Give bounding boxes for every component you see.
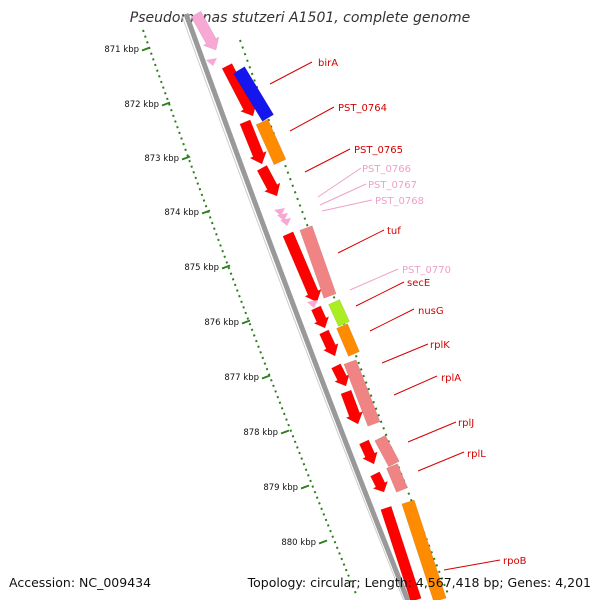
- gene-label-pst_0764: PST_0764: [338, 103, 387, 114]
- gene-feature: [336, 323, 360, 357]
- scale-major-tick: [161, 101, 171, 107]
- gene-label-leader: [369, 308, 415, 332]
- scale-label: 871 kbp: [104, 45, 139, 55]
- gene-label-leader: [269, 61, 313, 85]
- gene-label-leader: [304, 148, 351, 173]
- gene-label-leader: [317, 167, 362, 198]
- scale-major-tick: [201, 209, 211, 215]
- gene-label-leader: [381, 343, 429, 364]
- genome-stats-text: Topology: circular; Length: 4,567,418 bp…: [247, 575, 591, 590]
- scale-major-tick: [318, 539, 328, 545]
- gene-feature: [221, 63, 257, 117]
- trna-feature: [307, 300, 318, 308]
- gene-feature: [340, 389, 364, 425]
- backbone-arc: [183, 13, 411, 600]
- map-title: Pseudomonas stutzeri A1501, complete gen…: [129, 10, 471, 26]
- gene-label-leader: [289, 106, 335, 132]
- gene-feature: [282, 231, 322, 303]
- scale-major-tick: [221, 264, 231, 270]
- trna-feature: [274, 208, 285, 216]
- gene-label-leader: [319, 183, 367, 206]
- gene-label-leader: [407, 421, 457, 443]
- scale-label: 875 kbp: [184, 263, 219, 273]
- trna-feature: [277, 213, 288, 221]
- gene-label-pst_0766: PST_0766: [362, 164, 411, 175]
- scale-label: 877 kbp: [224, 373, 259, 383]
- scale-major-tick: [300, 484, 310, 490]
- gene-feature: [359, 439, 378, 465]
- gene-label-rpla: rplA: [441, 373, 461, 384]
- gene-label-leader: [337, 229, 385, 254]
- scale-ring: 871 kbp 872 kbp 873 kbp 874 kbp 875 kbp 876 k…: [104, 29, 449, 595]
- scale-major-tick: [261, 374, 271, 380]
- gene-label-rpll: rplL: [467, 449, 486, 460]
- gene-label-leader: [443, 559, 501, 571]
- gene-feature: [401, 499, 447, 600]
- gene-label-tuf: tuf: [387, 226, 401, 237]
- gene-feature: [255, 118, 287, 166]
- gene-label-leader: [393, 375, 438, 396]
- gene-feature: [386, 463, 408, 493]
- scale-label: 872 kbp: [124, 100, 159, 110]
- trna-feature: [280, 218, 291, 226]
- gene-features: [190, 10, 447, 600]
- gene-feature: [232, 66, 275, 122]
- gene-feature: [374, 434, 400, 468]
- gene-feature: [239, 119, 267, 165]
- gene-label-nusg: nusG: [418, 306, 444, 317]
- scale-label: 880 kbp: [281, 538, 316, 548]
- scale-major-tick: [241, 319, 251, 325]
- gene-label-leader: [355, 281, 405, 307]
- gene-label-bira: birA: [318, 58, 338, 69]
- gene-feature: [190, 10, 220, 51]
- gene-feature: [380, 505, 422, 600]
- gene-label-pst_0768: PST_0768: [375, 196, 424, 207]
- gene-feature: [343, 359, 381, 427]
- gene-feature: [331, 363, 350, 387]
- gene-label-rplj: rplJ: [458, 418, 474, 429]
- scale-major-tick: [141, 46, 151, 52]
- scale-label: 879 kbp: [263, 483, 298, 493]
- gene-feature: [328, 299, 350, 327]
- scale-major-tick: [280, 429, 290, 435]
- gene-feature: [319, 329, 339, 357]
- scale-major-tick: [181, 155, 191, 161]
- gene-labels: birA PST_0764 PST_0765 PST_0766 PST_0767 PST_…: [269, 58, 527, 571]
- backbone-highlight: [181, 15, 405, 600]
- gene-feature: [311, 305, 330, 329]
- gene-label-pst_0765: PST_0765: [354, 145, 403, 156]
- scale-inner-dots: [142, 29, 357, 595]
- gene-label-pst_0767: PST_0767: [368, 180, 417, 191]
- gene-label-leader: [349, 268, 399, 291]
- scale-label: 873 kbp: [144, 154, 179, 164]
- scale-label: 876 kbp: [204, 318, 239, 328]
- accession-text: Accession: NC_009434: [9, 575, 152, 590]
- backbone: [181, 13, 411, 600]
- gene-label-rplk: rplK: [430, 340, 450, 351]
- gene-label-sece: secE: [407, 278, 430, 289]
- gene-label-leader: [321, 199, 373, 212]
- gene-label-rpob: rpoB: [503, 556, 527, 567]
- scale-label: 878 kbp: [243, 428, 278, 438]
- gene-label-pst_0770: PST_0770: [402, 265, 451, 276]
- gene-feature: [256, 164, 281, 197]
- scale-label: 874 kbp: [164, 208, 199, 218]
- gene-label-leader: [417, 451, 465, 472]
- trna-feature: [206, 58, 217, 66]
- gene-feature: [299, 225, 337, 299]
- gene-feature: [370, 471, 389, 493]
